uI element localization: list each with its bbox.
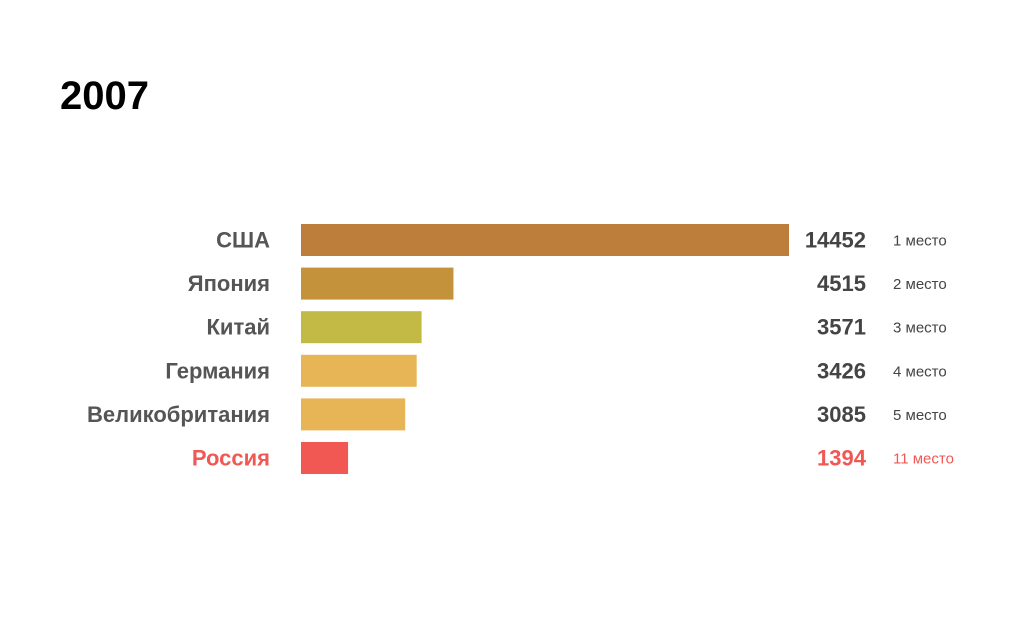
category-label: Китай <box>207 315 271 340</box>
category-label: Великобритания <box>87 402 270 427</box>
category-label: Германия <box>165 358 270 383</box>
bar <box>301 267 454 300</box>
bar <box>301 311 422 344</box>
rank-label: 3 место <box>893 320 947 337</box>
value-label: 3085 <box>817 402 866 427</box>
rank-label: 2 место <box>893 276 947 293</box>
category-label: Россия <box>192 446 270 471</box>
value-label: 3571 <box>817 315 866 340</box>
bar <box>301 354 417 387</box>
rank-label: 11 место <box>893 451 954 468</box>
rank-label: 1 место <box>893 233 947 250</box>
category-label: Япония <box>188 271 270 296</box>
value-label: 1394 <box>817 446 867 471</box>
bar <box>301 442 349 474</box>
bar <box>301 224 789 256</box>
value-label: 14452 <box>805 228 866 253</box>
chart-title: 2007 <box>60 74 149 118</box>
category-label: США <box>216 228 270 253</box>
rank-label: 5 место <box>893 407 947 424</box>
bar <box>301 398 406 431</box>
value-label: 4515 <box>817 271 866 296</box>
value-label: 3426 <box>817 358 866 383</box>
rank-label: 4 место <box>893 363 947 380</box>
